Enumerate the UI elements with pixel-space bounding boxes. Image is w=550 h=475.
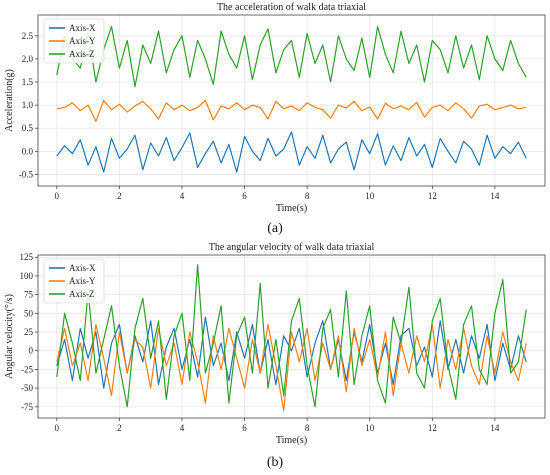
legend-label: Axis-Y	[69, 276, 96, 286]
legend-label: Axis-Y	[69, 36, 96, 46]
y-axis-label: Angular velocity(°/s)	[4, 294, 15, 379]
x-tick-label: 0	[55, 191, 60, 201]
x-tick-label: 6	[242, 423, 247, 433]
panel-label-b: (b)	[266, 455, 284, 470]
series-line-axis-x	[56, 131, 527, 173]
y-axis-label: Acceleration(g)	[4, 69, 15, 132]
legend-label: Axis-Z	[69, 49, 95, 59]
chart-title: The angular velocity of walk data triaxi…	[209, 242, 375, 253]
plot-frame	[37, 14, 546, 187]
x-axis-label: Time(s)	[276, 203, 307, 214]
y-tick-label: 75	[24, 290, 34, 300]
y-tick-label: 1.5	[22, 77, 34, 87]
y-tick-label: 100	[20, 271, 34, 281]
legend-box	[43, 18, 105, 64]
legend-label: Axis-Z	[69, 289, 95, 299]
x-tick-label: 14	[490, 191, 500, 201]
x-tick-label: 0	[55, 423, 60, 433]
x-tick-label: 8	[305, 191, 310, 201]
legend-box	[43, 258, 105, 304]
legend-label: Axis-X	[69, 23, 96, 33]
legend-label: Axis-X	[69, 263, 96, 273]
y-tick-label: -50	[21, 383, 33, 393]
series-line-axis-z	[56, 264, 527, 408]
x-tick-label: 12	[428, 423, 437, 433]
x-tick-label: 12	[428, 191, 437, 201]
x-tick-label: 4	[180, 191, 185, 201]
y-tick-label: -25	[21, 364, 33, 374]
y-tick-label: 2.0	[22, 54, 34, 64]
y-tick-label: 2.5	[22, 31, 34, 41]
y-tick-label: 0	[29, 346, 34, 356]
x-tick-label: 2	[117, 191, 122, 201]
y-tick-label: 1.0	[22, 100, 34, 110]
x-tick-label: 6	[242, 191, 247, 201]
series-line-axis-y	[56, 323, 527, 412]
chart-title: The acceleration of walk data triaxial	[217, 2, 366, 13]
y-tick-label: 125	[20, 252, 34, 262]
x-tick-label: 10	[365, 191, 375, 201]
series-line-axis-x	[56, 316, 527, 389]
panel-label-a: (a)	[267, 221, 283, 236]
y-tick-label: -75	[21, 402, 33, 412]
x-tick-label: 8	[305, 423, 310, 433]
plot-frame	[37, 254, 546, 419]
y-tick-label: -0.5	[19, 169, 34, 179]
series-line-axis-y	[56, 99, 527, 122]
x-axis-label: Time(s)	[276, 435, 307, 446]
y-tick-label: 25	[24, 327, 34, 337]
series-line-axis-z	[56, 26, 527, 88]
chart-acceleration: 0 2 4 6 8 10 12 14 -0.5 0.0 0.5 1.0 1.5 2.0 2.5 The acc…	[4, 2, 546, 214]
y-tick-label: 50	[24, 308, 34, 318]
x-tick-label: 10	[365, 423, 375, 433]
x-tick-label: 14	[490, 423, 500, 433]
chart-angular-velocity: 0 2 4 6 8 10 12 14 -75 -50 -25 0 25 50 75 100 125 The ang…	[4, 242, 546, 446]
x-tick-label: 4	[180, 423, 185, 433]
y-tick-label: 0.0	[22, 146, 34, 156]
x-tick-label: 2	[117, 423, 122, 433]
y-tick-label: 0.5	[22, 123, 34, 133]
